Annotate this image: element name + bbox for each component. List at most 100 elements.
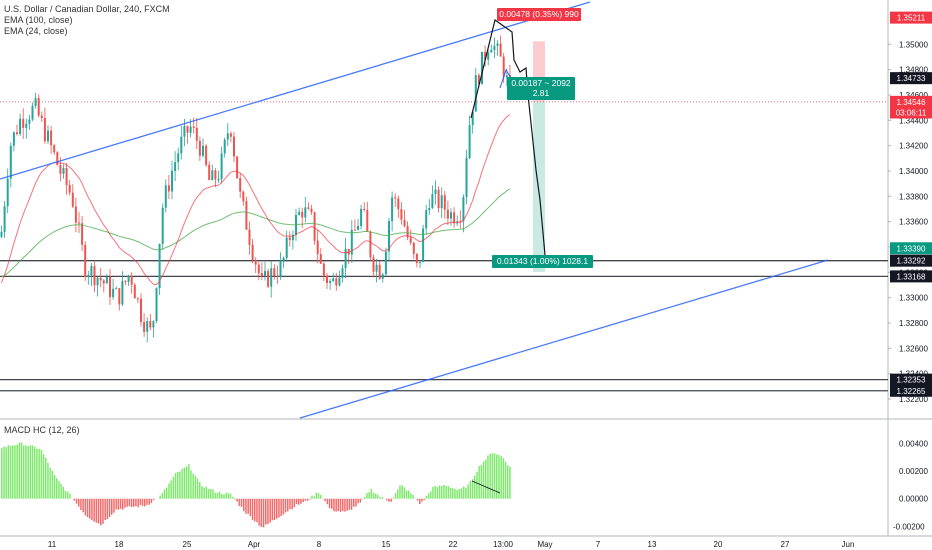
macd-bar	[427, 493, 430, 499]
macd-bar	[256, 498, 258, 523]
chart-legend: U.S. Dollar / Canadian Dollar, 240, FXCM…	[4, 4, 170, 37]
candle-body	[493, 45, 496, 51]
candle-body	[397, 198, 400, 210]
candle-body	[78, 222, 80, 224]
macd-bar	[18, 442, 21, 499]
candle-body	[490, 50, 493, 53]
candle-body	[332, 278, 335, 282]
price-tick-label: 1.33800	[899, 192, 928, 201]
macd-bar	[346, 498, 348, 511]
macd-bar	[269, 498, 271, 523]
candle-body	[25, 123, 28, 128]
candle-body	[205, 145, 208, 165]
macd-bar	[507, 465, 509, 499]
price-tick-label: 1.32200	[899, 395, 928, 404]
price-label-box	[890, 72, 932, 85]
macd-bar	[273, 498, 276, 520]
candle-body	[189, 126, 192, 133]
macd-bar	[243, 498, 245, 512]
candle-body	[96, 277, 99, 286]
macd-bar	[97, 498, 100, 524]
candle-body	[211, 170, 214, 180]
macd-bar	[333, 498, 335, 512]
macd-bar	[258, 498, 260, 526]
macd-bar	[126, 498, 128, 507]
candle-body	[84, 244, 87, 278]
macd-bar	[293, 498, 296, 508]
candle-body	[28, 119, 31, 124]
candle-body	[217, 178, 220, 180]
macd-bar	[199, 481, 201, 499]
macd-bar	[348, 498, 351, 510]
macd-bar	[179, 471, 181, 499]
time-tick-label: 18	[115, 540, 124, 549]
macd-bar	[5, 447, 7, 499]
candle-body	[344, 248, 347, 269]
macd-bar	[25, 445, 27, 499]
macd-bar	[262, 498, 265, 528]
macd-bar	[84, 498, 87, 516]
ema100-line	[1, 188, 511, 278]
macd-bar	[271, 498, 274, 521]
candle-body	[220, 153, 223, 179]
macd-bar	[183, 467, 186, 499]
candle-body	[350, 229, 353, 255]
candle-body	[360, 208, 363, 227]
macd-bar	[40, 449, 43, 499]
macd-bar	[500, 456, 502, 499]
price-label-text: 1.33168	[897, 272, 926, 281]
macd-bar	[353, 498, 355, 507]
macd-bar	[210, 489, 212, 499]
candle-body	[118, 288, 121, 305]
macd-bar	[38, 448, 40, 499]
candle-body	[195, 127, 198, 141]
candle-body	[112, 288, 115, 298]
candle-body	[161, 207, 164, 244]
time-tick-label: 8	[317, 540, 322, 549]
macd-bar	[498, 454, 500, 499]
macd-bar	[192, 473, 194, 499]
macd-bar	[225, 492, 227, 499]
candle-body	[87, 275, 90, 278]
macd-bar	[342, 498, 344, 512]
macd-bar	[16, 444, 18, 499]
time-tick-label: 13	[648, 540, 657, 549]
candle-body	[16, 132, 18, 134]
macd-bar	[377, 494, 379, 499]
macd-bar	[364, 496, 366, 499]
price-label-text: 1.35211	[897, 14, 926, 23]
candle-body	[282, 257, 285, 261]
macd-bar	[449, 487, 452, 499]
price-label-box	[890, 270, 932, 283]
macd-bar	[36, 448, 38, 499]
macd-bar	[82, 498, 84, 513]
candle-body	[171, 171, 173, 192]
time-tick-label: 20	[714, 540, 723, 549]
macd-bar	[144, 498, 146, 507]
candle-body	[481, 51, 483, 85]
macd-bar	[443, 484, 445, 499]
candle-body	[316, 240, 319, 255]
macd-bar	[69, 493, 71, 499]
candle-body	[357, 226, 359, 230]
macd-bar	[311, 495, 313, 499]
candle-body	[347, 248, 350, 255]
candle-body	[465, 157, 468, 198]
macd-bar	[284, 498, 287, 513]
macd-bar	[339, 498, 342, 512]
macd-bar	[3, 446, 5, 499]
macd-bar	[496, 454, 498, 499]
macd-bar	[344, 498, 346, 512]
candle-body	[248, 229, 251, 245]
candle-body	[102, 280, 105, 284]
macd-bar	[300, 498, 302, 504]
candle-body	[124, 280, 127, 282]
candle-body	[257, 264, 260, 274]
candle-body	[319, 254, 322, 264]
candle-body	[474, 75, 477, 112]
macd-bar	[207, 489, 210, 499]
candle-body	[298, 211, 301, 215]
macd-bar	[458, 488, 461, 499]
candle-body	[496, 43, 499, 46]
